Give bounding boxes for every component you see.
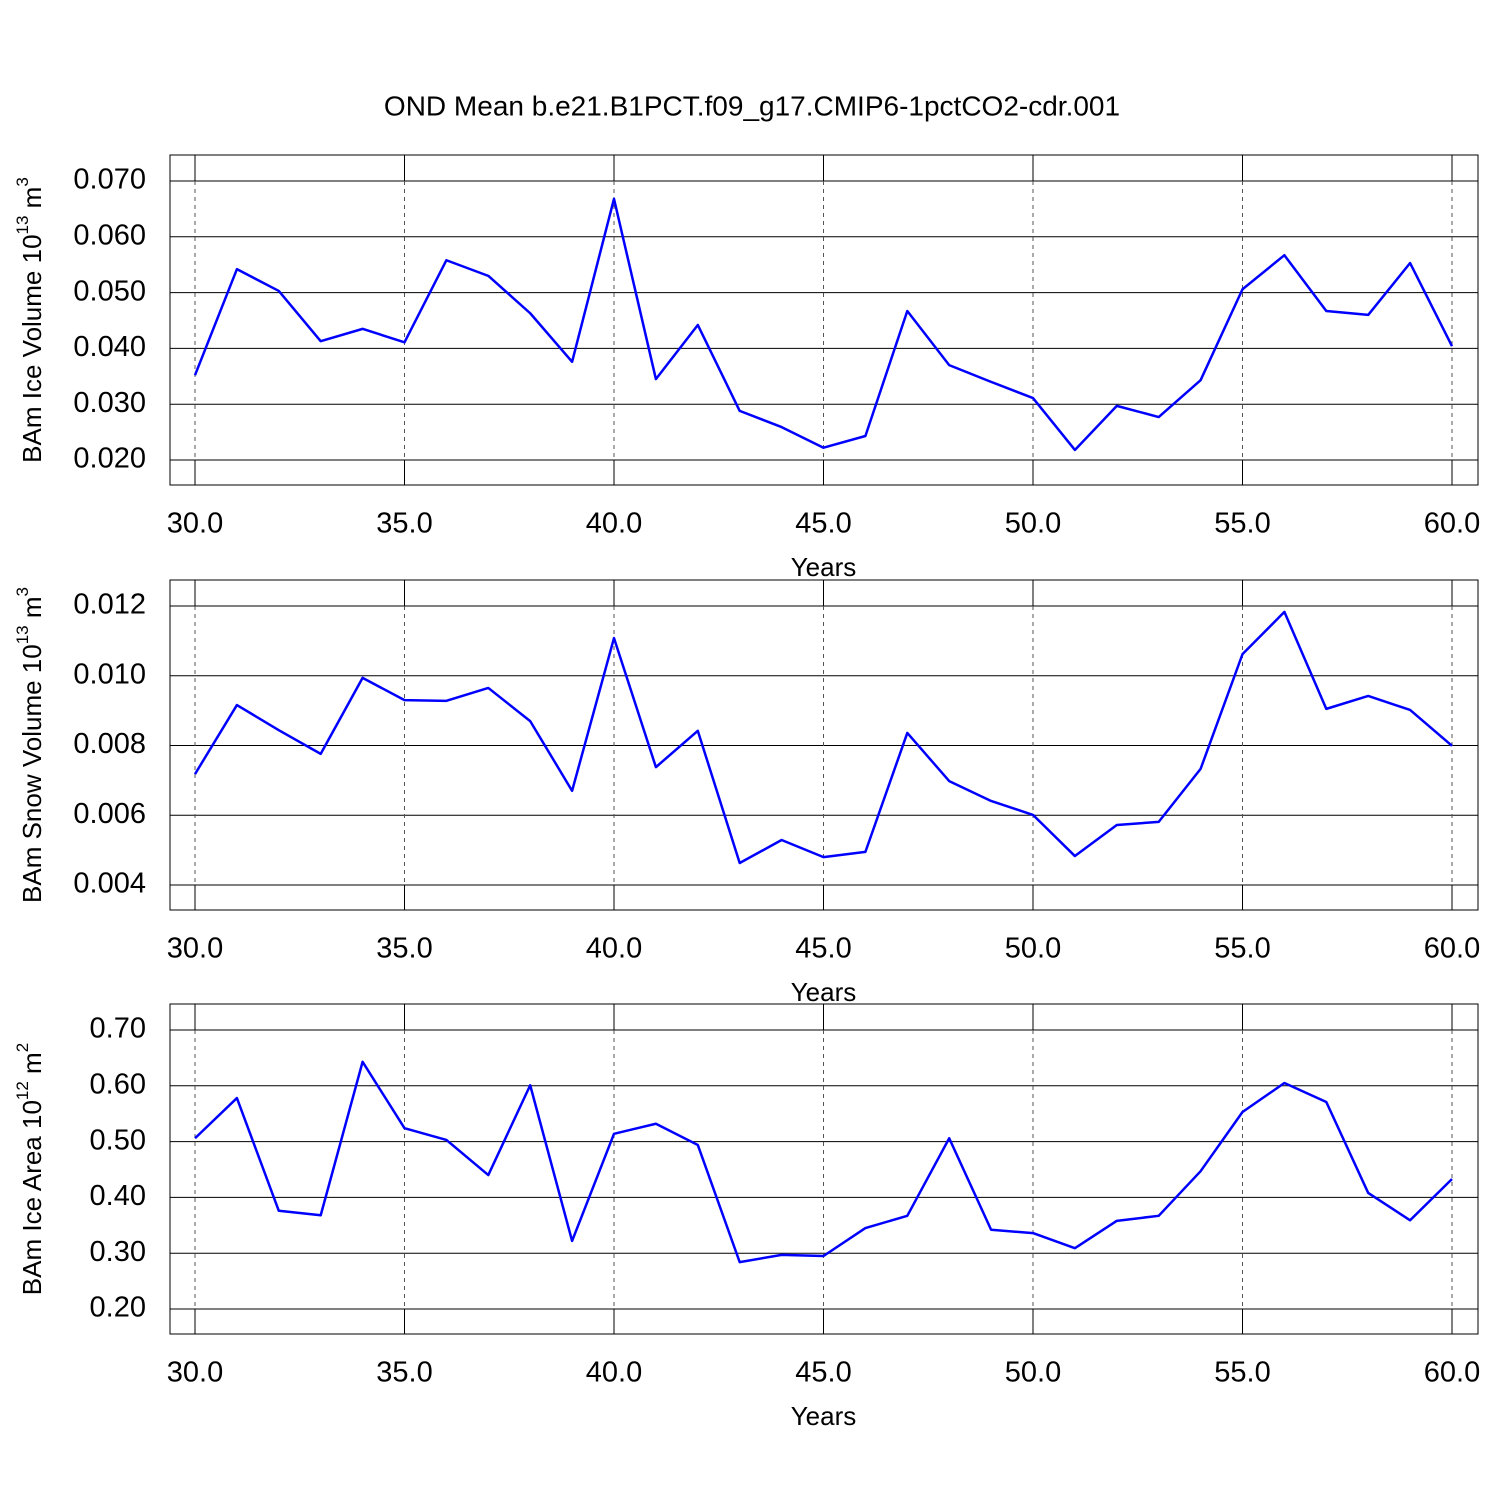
x-tick-label: 60.0 — [1424, 1357, 1480, 1389]
x-tick-label: 30.0 — [167, 933, 223, 965]
y-axis-label: BAm Ice Volume 1013 m3 — [13, 177, 46, 463]
x-tick-label: 60.0 — [1424, 508, 1480, 540]
y-tick-label: 0.040 — [73, 331, 146, 363]
y-axis-label-unit-power: 2 — [13, 1043, 32, 1052]
y-tick-label: 0.070 — [73, 164, 146, 196]
x-tick-label: 30.0 — [167, 508, 223, 540]
x-tick-label: 50.0 — [1005, 933, 1061, 965]
figure-title: OND Mean b.e21.B1PCT.f09_g17.CMIP6-1pctC… — [384, 90, 1120, 121]
y-tick-label: 0.050 — [73, 275, 146, 307]
x-tick-label: 55.0 — [1214, 1357, 1270, 1389]
x-tick-label: 40.0 — [586, 508, 642, 540]
y-tick-label: 0.030 — [73, 387, 146, 419]
y-axis-label-text: BAm Snow Volume 10 — [17, 644, 47, 903]
y-tick-label: 0.40 — [90, 1180, 146, 1212]
y-tick-label: 0.012 — [73, 589, 146, 621]
x-tick-label: 30.0 — [167, 1357, 223, 1389]
y-tick-label: 0.004 — [73, 868, 146, 900]
y-axis-label-unit: m — [17, 1052, 47, 1081]
y-axis-label-unit-power: 3 — [13, 177, 32, 186]
y-axis-label: BAm Ice Area 1012 m2 — [13, 1043, 46, 1295]
x-tick-label: 45.0 — [795, 1357, 851, 1389]
y-tick-label: 0.60 — [90, 1068, 146, 1100]
x-axis-label: Years — [791, 977, 857, 1007]
x-tick-label: 55.0 — [1214, 933, 1270, 965]
x-axis-label: Years — [791, 552, 857, 582]
y-tick-label: 0.060 — [73, 219, 146, 251]
y-tick-label: 0.006 — [73, 798, 146, 830]
y-tick-label: 0.008 — [73, 728, 146, 760]
y-tick-label: 0.50 — [90, 1124, 146, 1156]
y-tick-label: 0.010 — [73, 658, 146, 690]
x-tick-label: 45.0 — [795, 508, 851, 540]
x-tick-label: 35.0 — [376, 1357, 432, 1389]
x-tick-label: 35.0 — [376, 508, 432, 540]
x-tick-label: 50.0 — [1005, 1357, 1061, 1389]
y-tick-label: 0.30 — [90, 1236, 146, 1268]
y-tick-label: 0.70 — [90, 1013, 146, 1045]
x-tick-label: 40.0 — [586, 933, 642, 965]
x-axis-label: Years — [791, 1401, 857, 1431]
x-tick-label: 50.0 — [1005, 508, 1061, 540]
x-tick-label: 40.0 — [586, 1357, 642, 1389]
y-tick-label: 0.20 — [90, 1292, 146, 1324]
x-tick-label: 45.0 — [795, 933, 851, 965]
y-axis-label-unit-power: 3 — [13, 587, 32, 596]
y-tick-label: 0.020 — [73, 443, 146, 475]
y-axis-label-power: 13 — [13, 216, 32, 235]
data-line — [194, 1060, 1453, 1264]
y-axis-label-unit: m — [17, 596, 47, 625]
y-axis-label-unit: m — [17, 187, 47, 216]
data-line — [193, 197, 1454, 452]
x-tick-label: 55.0 — [1214, 508, 1270, 540]
y-axis-label-text: BAm Ice Volume 10 — [17, 234, 47, 462]
x-tick-label: 35.0 — [376, 933, 432, 965]
y-axis-label: BAm Snow Volume 1013 m3 — [13, 587, 46, 903]
y-axis-label-text: BAm Ice Area 10 — [17, 1100, 47, 1295]
x-tick-label: 60.0 — [1424, 933, 1480, 965]
y-axis-label-power: 13 — [13, 625, 32, 644]
data-line — [193, 610, 1453, 865]
y-axis-label-power: 12 — [13, 1081, 32, 1100]
